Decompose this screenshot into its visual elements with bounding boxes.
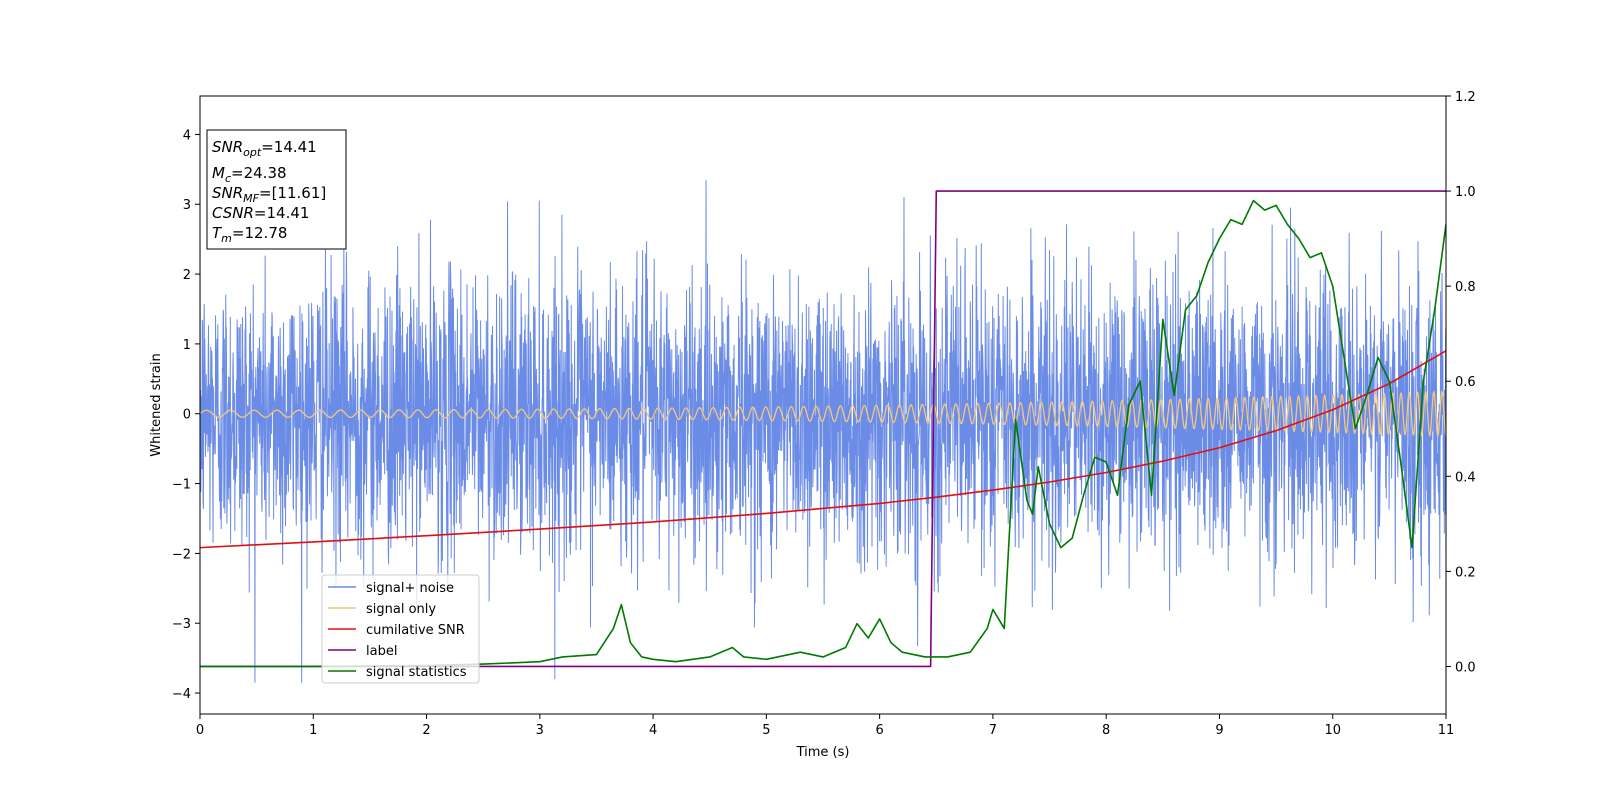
annotation-line: SNRMF=[11.61]	[212, 184, 326, 205]
y-tick-label-left: −4	[172, 687, 191, 702]
y-tick-label-left: 3	[183, 198, 191, 213]
annotation-line: Mc=24.38	[212, 164, 287, 185]
x-tick-label: 6	[875, 723, 883, 738]
x-tick-label: 1	[309, 723, 317, 738]
y-tick-label-left: 4	[183, 128, 191, 143]
y-tick-label-right: 0.6	[1455, 375, 1476, 390]
legend-entry: signal only	[366, 602, 436, 617]
y-tick-label-right: 0.4	[1455, 470, 1476, 485]
y-tick-label-left: −3	[172, 617, 191, 632]
annotation-line: CSNR=14.41	[212, 204, 309, 222]
y-tick-label-left: 0	[183, 408, 191, 423]
legend-entry: label	[366, 644, 397, 659]
legend-entry: signal+ noise	[366, 581, 454, 596]
x-tick-label: 10	[1324, 723, 1341, 738]
x-tick-label: 5	[762, 723, 770, 738]
x-tick-label: 8	[1102, 723, 1110, 738]
x-tick-label: 9	[1215, 723, 1223, 738]
series-cumulative-snr	[200, 350, 1446, 549]
x-tick-label: 3	[536, 723, 544, 738]
y-tick-label-right: 0.8	[1455, 280, 1476, 295]
annotation-box: SNRopt=14.41 Mc=24.38SNRMF=[11.61]CSNR=14…	[206, 129, 347, 250]
y-tick-label-left: −2	[172, 547, 191, 562]
y-tick-label-left: −1	[172, 478, 191, 493]
annotation-line: SNRopt=14.41	[212, 138, 317, 159]
y-tick-label-right: 1.2	[1455, 90, 1476, 105]
x-tick-label: 7	[989, 723, 997, 738]
x-tick-label: 0	[196, 723, 204, 738]
x-tick-label: 2	[422, 723, 430, 738]
y-tick-label-right: 0.0	[1455, 660, 1476, 675]
legend-entry: signal statistics	[366, 665, 467, 680]
annotation-line: Tm=12.78	[212, 224, 287, 245]
x-tick-label: 11	[1438, 723, 1455, 738]
y-tick-label-right: 0.2	[1455, 565, 1476, 580]
y-tick-label-right: 1.0	[1455, 185, 1476, 200]
x-tick-label: 4	[649, 723, 657, 738]
legend: signal+ noise signal only cumilative SNR la…	[321, 574, 480, 684]
y-tick-label-left: 1	[183, 338, 191, 353]
y-axis-label: Whitened strain	[149, 353, 164, 456]
legend-entry: cumilative SNR	[366, 623, 465, 638]
series-signal-statistics	[200, 199, 1446, 668]
series-label	[200, 190, 1446, 668]
plot-frame	[199, 95, 1447, 715]
x-axis-label: Time (s)	[796, 745, 850, 760]
y-tick-label-left: 2	[183, 268, 191, 283]
series-signal-only	[200, 390, 1446, 438]
